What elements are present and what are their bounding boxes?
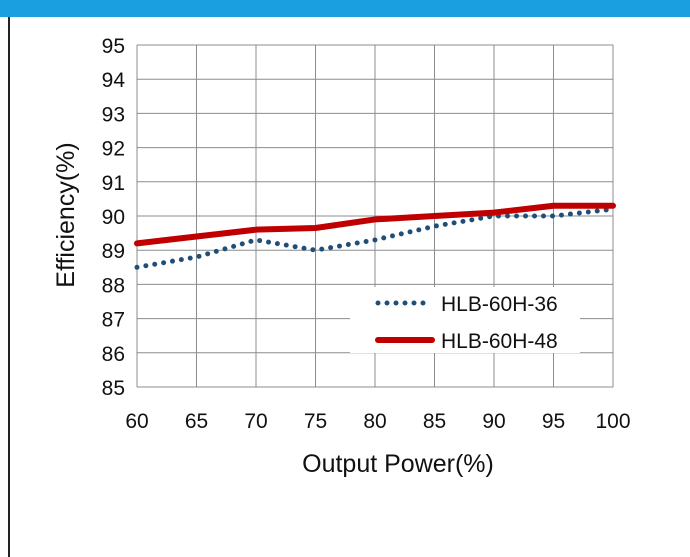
x-axis-label: Output Power(%): [302, 450, 494, 478]
y-tick-labels: 95 94 93 92 91 90 89 88 87 86 85: [102, 35, 126, 400]
x-tick-label: 75: [304, 410, 327, 433]
x-tick-label: 80: [363, 410, 386, 433]
x-tick-labels: 60 65 70 75 80 85 90 95 100: [125, 410, 630, 433]
y-tick-label: 93: [102, 103, 125, 126]
chart-grid: [136, 44, 614, 388]
y-tick-label: 90: [102, 206, 125, 229]
y-tick-label: 87: [102, 309, 125, 332]
y-tick-label: 88: [102, 274, 125, 297]
x-tick-label: 90: [482, 410, 505, 433]
legend-label-hlb-60h-36: HLB-60H-36: [441, 293, 558, 316]
y-tick-label: 91: [102, 172, 125, 195]
x-tick-label: 95: [542, 410, 565, 433]
x-tick-label: 65: [185, 410, 208, 433]
x-tick-label: 100: [595, 410, 630, 433]
legend-label-hlb-60h-48: HLB-60H-48: [441, 330, 558, 353]
y-tick-label: 85: [102, 377, 125, 400]
y-tick-label: 89: [102, 240, 125, 263]
y-tick-label: 86: [102, 343, 125, 366]
top-banner: [0, 0, 690, 17]
y-axis-label: Efficiency(%): [52, 142, 80, 287]
y-tick-label: 92: [102, 138, 125, 161]
x-tick-label: 70: [244, 410, 267, 433]
chart-legend: HLB-60H-36 HLB-60H-48: [350, 287, 580, 353]
y-tick-label: 95: [102, 35, 125, 58]
chart-series: [134, 202, 616, 270]
left-border: [8, 17, 10, 557]
x-tick-label: 85: [423, 410, 446, 433]
x-tick-label: 60: [125, 410, 148, 433]
y-tick-label: 94: [102, 69, 126, 92]
